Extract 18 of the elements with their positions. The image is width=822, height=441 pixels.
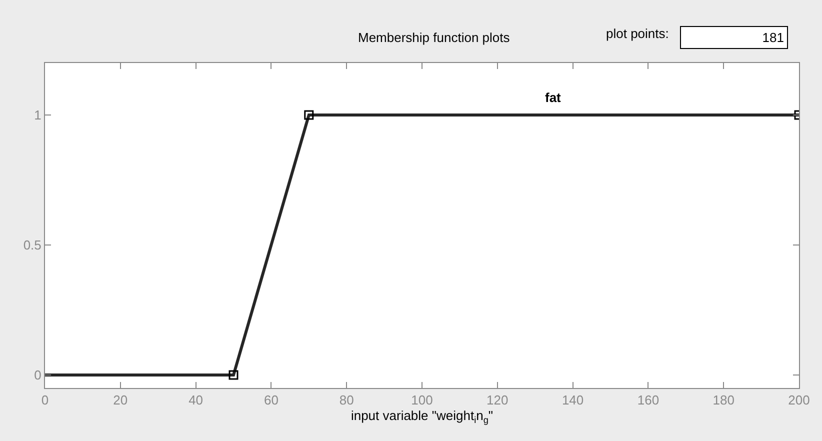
- y-tick-label: 0.5: [23, 238, 42, 253]
- x-tick-label: 20: [113, 392, 128, 408]
- y-tick-label: 0: [34, 368, 42, 383]
- text: 181: [762, 30, 784, 45]
- x-tick-label: 100: [411, 392, 433, 408]
- x-axis-title: input variable "weight$_{i}$n$_{g}$": [350, 408, 494, 425]
- y-tick-label: 1: [34, 108, 42, 123]
- x-tick-label: 160: [637, 392, 660, 408]
- x-tick-label: 80: [339, 392, 354, 408]
- x-tick-label: 200: [788, 392, 810, 408]
- series-label: fat: [545, 90, 562, 105]
- chart-title: Membership function plots: [358, 30, 510, 45]
- x-tick-label: 40: [188, 392, 204, 408]
- x-tick-label: 180: [712, 392, 734, 408]
- x-tick-label: 140: [562, 392, 584, 408]
- text: plot points:: [606, 26, 669, 41]
- x-tick-label: 60: [264, 392, 278, 408]
- x-tick-label: 120: [486, 392, 508, 408]
